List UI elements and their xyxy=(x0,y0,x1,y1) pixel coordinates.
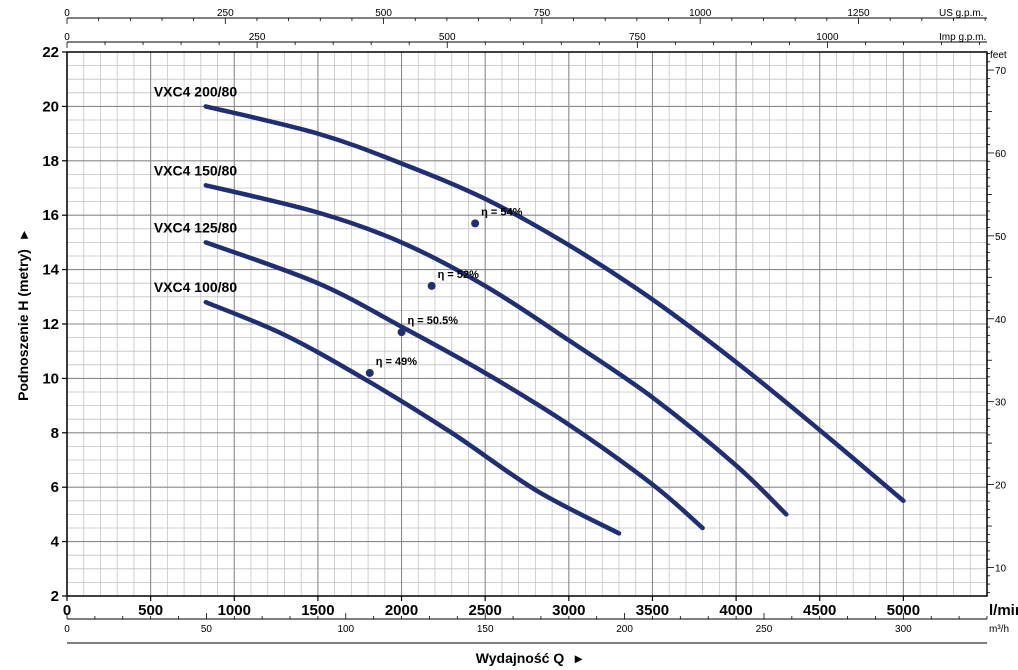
feet-tick-label: 30 xyxy=(995,398,1007,409)
x-tick-label: 3500 xyxy=(636,602,669,619)
y-tick-label: 20 xyxy=(42,98,59,115)
efficiency-point xyxy=(365,368,374,377)
right-axis-feet: 10 20 30 40 50 60 70 feet xyxy=(987,50,1007,593)
curve-vxc4-100-80 xyxy=(203,299,622,536)
y-tick-label: 6 xyxy=(51,479,59,496)
feet-tick-label: 20 xyxy=(995,481,1007,492)
imp-gpm-tick-label: 750 xyxy=(629,32,646,43)
x-tick-label: 500 xyxy=(138,602,163,619)
y-tick-label: 4 xyxy=(51,534,60,551)
feet-tick-label: 70 xyxy=(995,66,1007,77)
imp-gpm-tick-label: 0 xyxy=(64,32,70,43)
x-tick-label: 5000 xyxy=(887,602,920,619)
efficiency-label: η = 50.5% xyxy=(408,315,459,327)
x-tick-label: 3000 xyxy=(552,602,585,619)
bottom-axes: 0 500 1000 1500 2000 2500 3000 3500 4000 4500 5000… xyxy=(63,596,1018,644)
us-gpm-tick-label: 750 xyxy=(534,8,551,19)
left-axis: 2 4 6 8 10 12 14 16 18 20 22 xyxy=(42,44,67,605)
curve-label: VXC4 150/80 xyxy=(154,162,237,178)
curve-label: VXC4 125/80 xyxy=(154,219,237,235)
curve-label: VXC4 100/80 xyxy=(154,279,237,295)
curve-label: VXC4 200/80 xyxy=(154,83,237,99)
m3h-tick-label: 100 xyxy=(337,624,354,635)
x-tick-label: 2500 xyxy=(468,602,501,619)
axis-titles: Wydajność Q ▸ Podnoszenie H (metry) ▸ xyxy=(15,231,583,666)
curve-vxc4-150-80 xyxy=(203,183,789,517)
efficiency-point xyxy=(471,219,480,228)
m3h-tick-label: 0 xyxy=(64,624,70,635)
us-gpm-tick-label: 1000 xyxy=(689,8,712,19)
pump-curves: VXC4 200/80 η = 54% VXC4 150/80 η = 52% VXC4… xyxy=(154,83,906,536)
top-axes: 0 250 500 750 1000 1250 US g.p.m. 0 250 500 750 100… xyxy=(64,8,987,48)
curve-vxc4-200-80 xyxy=(203,104,906,504)
feet-tick-label: 60 xyxy=(995,149,1007,160)
imp-gpm-tick-label: 250 xyxy=(249,32,266,43)
m3h-tick-label: 200 xyxy=(616,624,633,635)
x-axis-title: Wydajność Q xyxy=(476,650,565,666)
imp-gpm-tick-label: 1000 xyxy=(816,32,839,43)
imp-gpm-tick-label: 500 xyxy=(439,32,456,43)
x-unit-label: l/min xyxy=(989,602,1018,619)
y-tick-label: 14 xyxy=(42,262,59,279)
m3h-tick-label: 300 xyxy=(895,624,912,635)
x-tick-label: 4500 xyxy=(803,602,836,619)
imp-gpm-unit-label: Imp g.p.m. xyxy=(939,32,986,43)
y-axis-title: Podnoszenie H (metry) xyxy=(15,249,31,401)
x-tick-label: 4000 xyxy=(719,602,752,619)
efficiency-label: η = 49% xyxy=(376,356,417,368)
y-tick-label: 22 xyxy=(42,44,59,61)
efficiency-label: η = 52% xyxy=(438,269,479,281)
us-gpm-tick-label: 0 xyxy=(64,8,70,19)
x-tick-label: 1000 xyxy=(218,602,251,619)
us-gpm-tick-label: 500 xyxy=(375,8,392,19)
us-gpm-tick-label: 1250 xyxy=(847,8,870,19)
efficiency-point xyxy=(427,281,436,290)
feet-tick-label: 10 xyxy=(995,563,1007,574)
m3h-unit-label: m³/h xyxy=(989,624,1009,635)
x-tick-label: 2000 xyxy=(385,602,418,619)
y-tick-label: 10 xyxy=(42,370,59,387)
m3h-tick-label: 250 xyxy=(756,624,773,635)
curve-vxc4-125-80 xyxy=(203,240,705,531)
x-tick-label: 1500 xyxy=(301,602,334,619)
efficiency-label: η = 54% xyxy=(481,206,522,218)
efficiency-point xyxy=(397,328,406,337)
us-gpm-tick-label: 250 xyxy=(217,8,234,19)
y-tick-label: 12 xyxy=(42,316,59,333)
y-tick-label: 2 xyxy=(51,588,59,605)
y-axis-title-arrow: ▸ xyxy=(15,231,31,240)
m3h-tick-label: 150 xyxy=(477,624,494,635)
feet-unit-label: feet xyxy=(990,50,1007,61)
y-tick-label: 18 xyxy=(42,153,59,170)
x-axis-title-arrow: ▸ xyxy=(574,650,583,666)
m3h-tick-label: 50 xyxy=(201,624,213,635)
y-tick-label: 16 xyxy=(42,207,59,224)
x-tick-label: 0 xyxy=(63,602,71,619)
feet-tick-label: 50 xyxy=(995,232,1007,243)
y-tick-label: 8 xyxy=(51,425,59,442)
us-gpm-unit-label: US g.p.m. xyxy=(939,8,983,19)
feet-tick-label: 40 xyxy=(995,315,1007,326)
